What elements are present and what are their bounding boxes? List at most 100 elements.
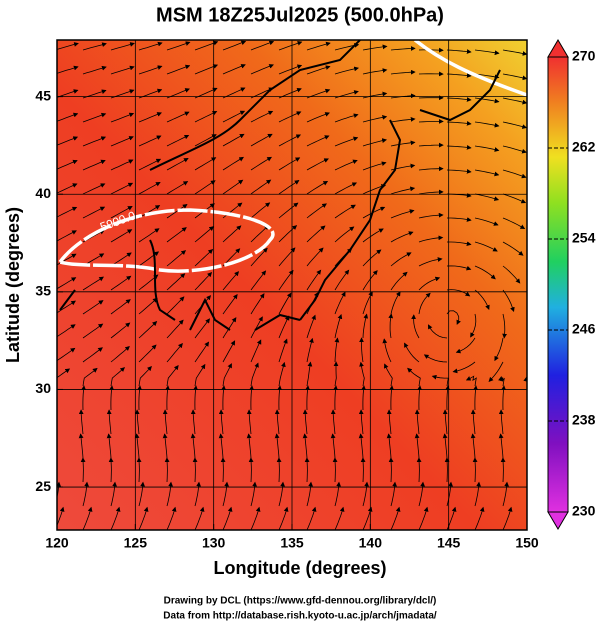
streamline bbox=[414, 433, 420, 459]
streamline bbox=[302, 409, 308, 435]
streamline bbox=[190, 409, 196, 435]
streamline bbox=[250, 202, 271, 219]
streamline bbox=[222, 363, 232, 387]
streamline bbox=[138, 205, 161, 219]
streamline bbox=[334, 226, 355, 243]
streamline bbox=[498, 433, 504, 459]
streamline bbox=[531, 242, 549, 257]
colorbar-tick-label: 270 bbox=[572, 48, 596, 64]
streamline bbox=[82, 300, 104, 315]
contour bbox=[413, 40, 527, 97]
streamline bbox=[306, 135, 330, 147]
streamline bbox=[498, 409, 504, 435]
streamline bbox=[306, 41, 331, 51]
streamline bbox=[446, 49, 472, 54]
streamline bbox=[502, 289, 515, 313]
streamline bbox=[334, 506, 345, 530]
streamline bbox=[220, 457, 226, 483]
streamline bbox=[222, 202, 243, 219]
streamline bbox=[418, 119, 444, 124]
streamline bbox=[502, 193, 527, 204]
x-tick-label: 130 bbox=[202, 535, 226, 551]
streamline bbox=[386, 409, 392, 435]
streamline bbox=[390, 117, 416, 123]
streamline bbox=[222, 156, 244, 171]
streamline bbox=[57, 230, 77, 242]
streamline bbox=[358, 409, 364, 435]
streamline bbox=[306, 506, 317, 530]
streamline bbox=[110, 136, 134, 147]
streamline bbox=[362, 228, 384, 243]
streamline bbox=[474, 121, 500, 128]
streamline bbox=[278, 157, 301, 171]
streamline bbox=[474, 97, 500, 104]
streamline bbox=[278, 111, 302, 123]
streamline bbox=[502, 169, 527, 179]
streamline bbox=[411, 314, 420, 339]
streamline bbox=[502, 145, 527, 154]
streamline bbox=[278, 180, 300, 195]
streamline bbox=[334, 182, 358, 195]
streamline bbox=[361, 385, 366, 411]
streamline bbox=[57, 385, 58, 391]
streamline bbox=[446, 289, 471, 297]
streamline bbox=[306, 112, 330, 123]
streamline bbox=[250, 316, 263, 339]
streamline bbox=[276, 457, 282, 483]
streamline bbox=[523, 376, 527, 382]
streamline bbox=[304, 457, 310, 483]
streamline bbox=[194, 272, 213, 291]
streamline bbox=[82, 481, 89, 507]
streamline bbox=[502, 241, 524, 256]
x-tick-label: 135 bbox=[280, 535, 304, 551]
streamline bbox=[502, 49, 527, 56]
streamline bbox=[138, 251, 160, 267]
streamline bbox=[416, 457, 422, 483]
streamline bbox=[382, 338, 392, 363]
streamline bbox=[194, 157, 217, 171]
streamline bbox=[137, 385, 142, 411]
streamline bbox=[194, 363, 206, 387]
streamline bbox=[222, 64, 246, 75]
streamline bbox=[134, 409, 140, 435]
streamline bbox=[278, 202, 299, 219]
streamline bbox=[390, 209, 415, 219]
y-tick-label: 25 bbox=[35, 478, 51, 494]
streamline bbox=[334, 314, 343, 339]
streamline bbox=[446, 73, 472, 78]
streamline bbox=[531, 314, 536, 338]
y-tick-label: 35 bbox=[35, 283, 51, 299]
streamline bbox=[278, 134, 302, 147]
streamline bbox=[82, 112, 107, 123]
x-tick-label: 150 bbox=[515, 535, 539, 551]
streamline bbox=[306, 361, 313, 387]
streamline bbox=[362, 91, 388, 99]
streamline bbox=[334, 204, 356, 219]
streamline bbox=[531, 290, 542, 312]
streamline bbox=[306, 181, 329, 195]
streamline bbox=[138, 321, 158, 339]
streamline bbox=[82, 159, 106, 171]
streamline bbox=[333, 385, 338, 411]
streamline bbox=[82, 276, 104, 291]
x-tick-label: 140 bbox=[359, 535, 383, 551]
streamline bbox=[470, 409, 476, 435]
streamline bbox=[138, 481, 145, 507]
streamline bbox=[277, 385, 282, 411]
streamline bbox=[218, 433, 224, 459]
streamline bbox=[138, 344, 157, 363]
streamline bbox=[250, 270, 267, 291]
streamline bbox=[446, 481, 453, 507]
streamline bbox=[362, 270, 378, 291]
streamline bbox=[531, 386, 532, 410]
streamline bbox=[488, 361, 504, 382]
streamline bbox=[110, 275, 132, 291]
streamline bbox=[166, 227, 187, 243]
streamline bbox=[278, 225, 298, 243]
streamline bbox=[222, 506, 233, 530]
streamline bbox=[362, 249, 382, 267]
streamline bbox=[474, 73, 500, 80]
streamline bbox=[502, 97, 527, 105]
streamline bbox=[80, 457, 86, 483]
streamline bbox=[418, 142, 444, 148]
